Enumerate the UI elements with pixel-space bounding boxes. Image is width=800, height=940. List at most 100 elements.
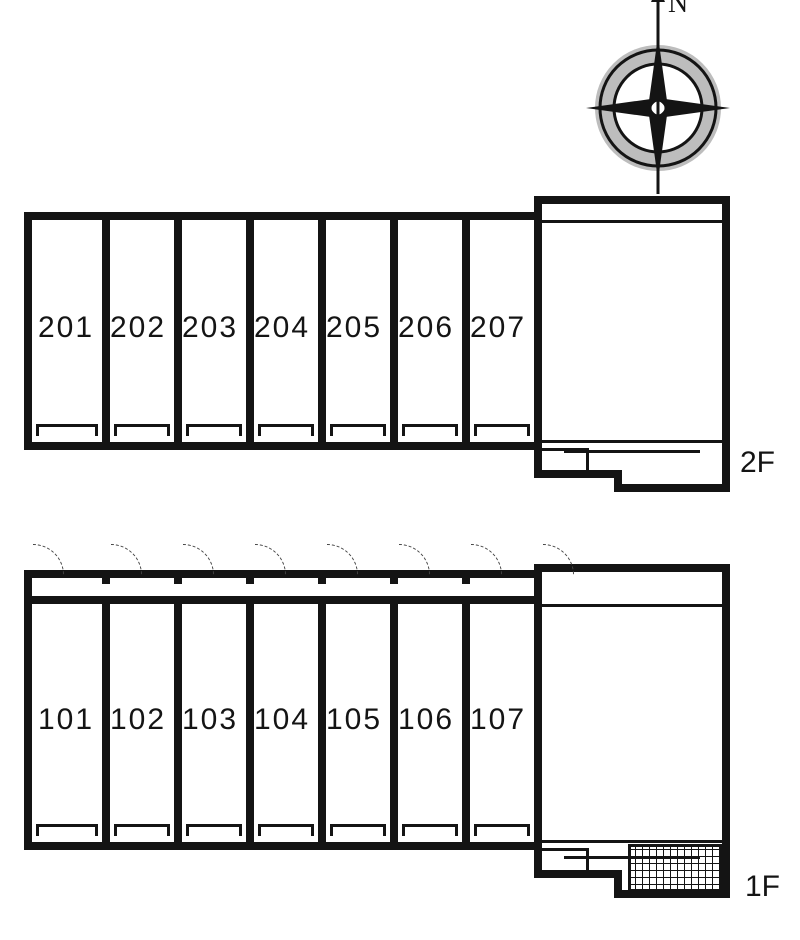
room-divider xyxy=(462,220,470,442)
wing-line xyxy=(564,450,700,453)
sill-top xyxy=(402,424,458,427)
room-label-107: 107 xyxy=(470,703,526,737)
sill-top xyxy=(186,424,242,427)
wing-right xyxy=(722,564,730,898)
sill-r xyxy=(527,824,530,836)
door-leaf xyxy=(182,572,212,574)
sill-r xyxy=(95,824,98,836)
floor-label-2F: 2F xyxy=(740,446,775,480)
sill-r xyxy=(239,424,242,436)
wing-line xyxy=(542,220,722,223)
room-label-202: 202 xyxy=(110,311,166,345)
sill-top xyxy=(330,424,386,427)
room-divider xyxy=(102,220,110,442)
room-divider xyxy=(174,604,182,842)
sill-top xyxy=(114,824,170,827)
units-top xyxy=(24,212,542,220)
room-label-101: 101 xyxy=(38,703,94,737)
room-label-103: 103 xyxy=(182,703,238,737)
sill-r xyxy=(239,824,242,836)
sill-l xyxy=(36,824,39,836)
sill-l xyxy=(258,824,261,836)
room-label-205: 205 xyxy=(326,311,382,345)
room-label-106: 106 xyxy=(398,703,454,737)
wing-line xyxy=(542,440,722,443)
corridor-pier xyxy=(462,570,470,584)
room-label-206: 206 xyxy=(398,311,454,345)
compass-rose: N xyxy=(582,0,734,194)
compass-n-label: N xyxy=(668,0,688,19)
sill-top xyxy=(402,824,458,827)
sill-l xyxy=(114,824,117,836)
room-divider xyxy=(102,604,110,842)
sill-r xyxy=(311,424,314,436)
room-label-204: 204 xyxy=(254,311,310,345)
units-left xyxy=(24,212,32,442)
sill-top xyxy=(258,824,314,827)
sill-top xyxy=(186,824,242,827)
hatch-edge xyxy=(628,844,631,892)
corridor-pier xyxy=(102,570,110,584)
door-leaf xyxy=(32,572,62,574)
room-label-201: 201 xyxy=(38,311,94,345)
door-leaf xyxy=(398,572,428,574)
wing-line xyxy=(542,840,722,843)
units-bot xyxy=(24,842,542,850)
units-left xyxy=(24,596,32,842)
sill-l xyxy=(402,424,405,436)
room-label-207: 207 xyxy=(470,311,526,345)
room-divider xyxy=(318,604,326,842)
corridor-pier xyxy=(174,570,182,584)
door-leaf xyxy=(110,572,140,574)
sill-top xyxy=(36,824,98,827)
sill-top xyxy=(474,824,530,827)
floor-label-1F: 1F xyxy=(745,870,780,904)
sill-r xyxy=(167,424,170,436)
room-divider xyxy=(390,604,398,842)
door-leaf xyxy=(254,572,284,574)
room-divider xyxy=(246,220,254,442)
sill-r xyxy=(527,424,530,436)
room-label-105: 105 xyxy=(326,703,382,737)
sill-l xyxy=(474,424,477,436)
sill-r xyxy=(383,424,386,436)
wing-box-right xyxy=(586,848,589,870)
sill-top xyxy=(36,424,98,427)
sill-top xyxy=(258,424,314,427)
hatch-edge xyxy=(719,844,722,892)
units-right xyxy=(534,596,542,850)
room-divider xyxy=(246,604,254,842)
room-label-102: 102 xyxy=(110,703,166,737)
wing-box-top xyxy=(542,848,586,851)
wing-left-upper xyxy=(534,196,542,212)
sill-top xyxy=(474,424,530,427)
sill-l xyxy=(330,824,333,836)
sill-r xyxy=(455,424,458,436)
hatch-edge xyxy=(628,844,722,847)
sill-r xyxy=(167,824,170,836)
floorplan-diagram: N2012022032042052062072F1011021031041051… xyxy=(0,0,800,940)
sill-r xyxy=(311,824,314,836)
sill-l xyxy=(114,424,117,436)
sill-top xyxy=(330,824,386,827)
door-leaf xyxy=(470,572,500,574)
sill-l xyxy=(474,824,477,836)
room-divider xyxy=(390,220,398,442)
corridor-pier xyxy=(318,570,326,584)
wing-right xyxy=(722,196,730,492)
sill-l xyxy=(36,424,39,436)
room-divider xyxy=(174,220,182,442)
sill-l xyxy=(258,424,261,436)
sill-l xyxy=(330,424,333,436)
sill-r xyxy=(95,424,98,436)
units-right xyxy=(534,212,542,450)
room-label-203: 203 xyxy=(182,311,238,345)
units-bot xyxy=(24,442,542,450)
wing-bot xyxy=(614,484,730,492)
sill-l xyxy=(186,824,189,836)
corridor-pier xyxy=(534,570,542,584)
wing-line xyxy=(564,856,700,859)
corridor-pier xyxy=(246,570,254,584)
room-divider xyxy=(462,604,470,842)
wing-drop-h xyxy=(534,870,622,878)
